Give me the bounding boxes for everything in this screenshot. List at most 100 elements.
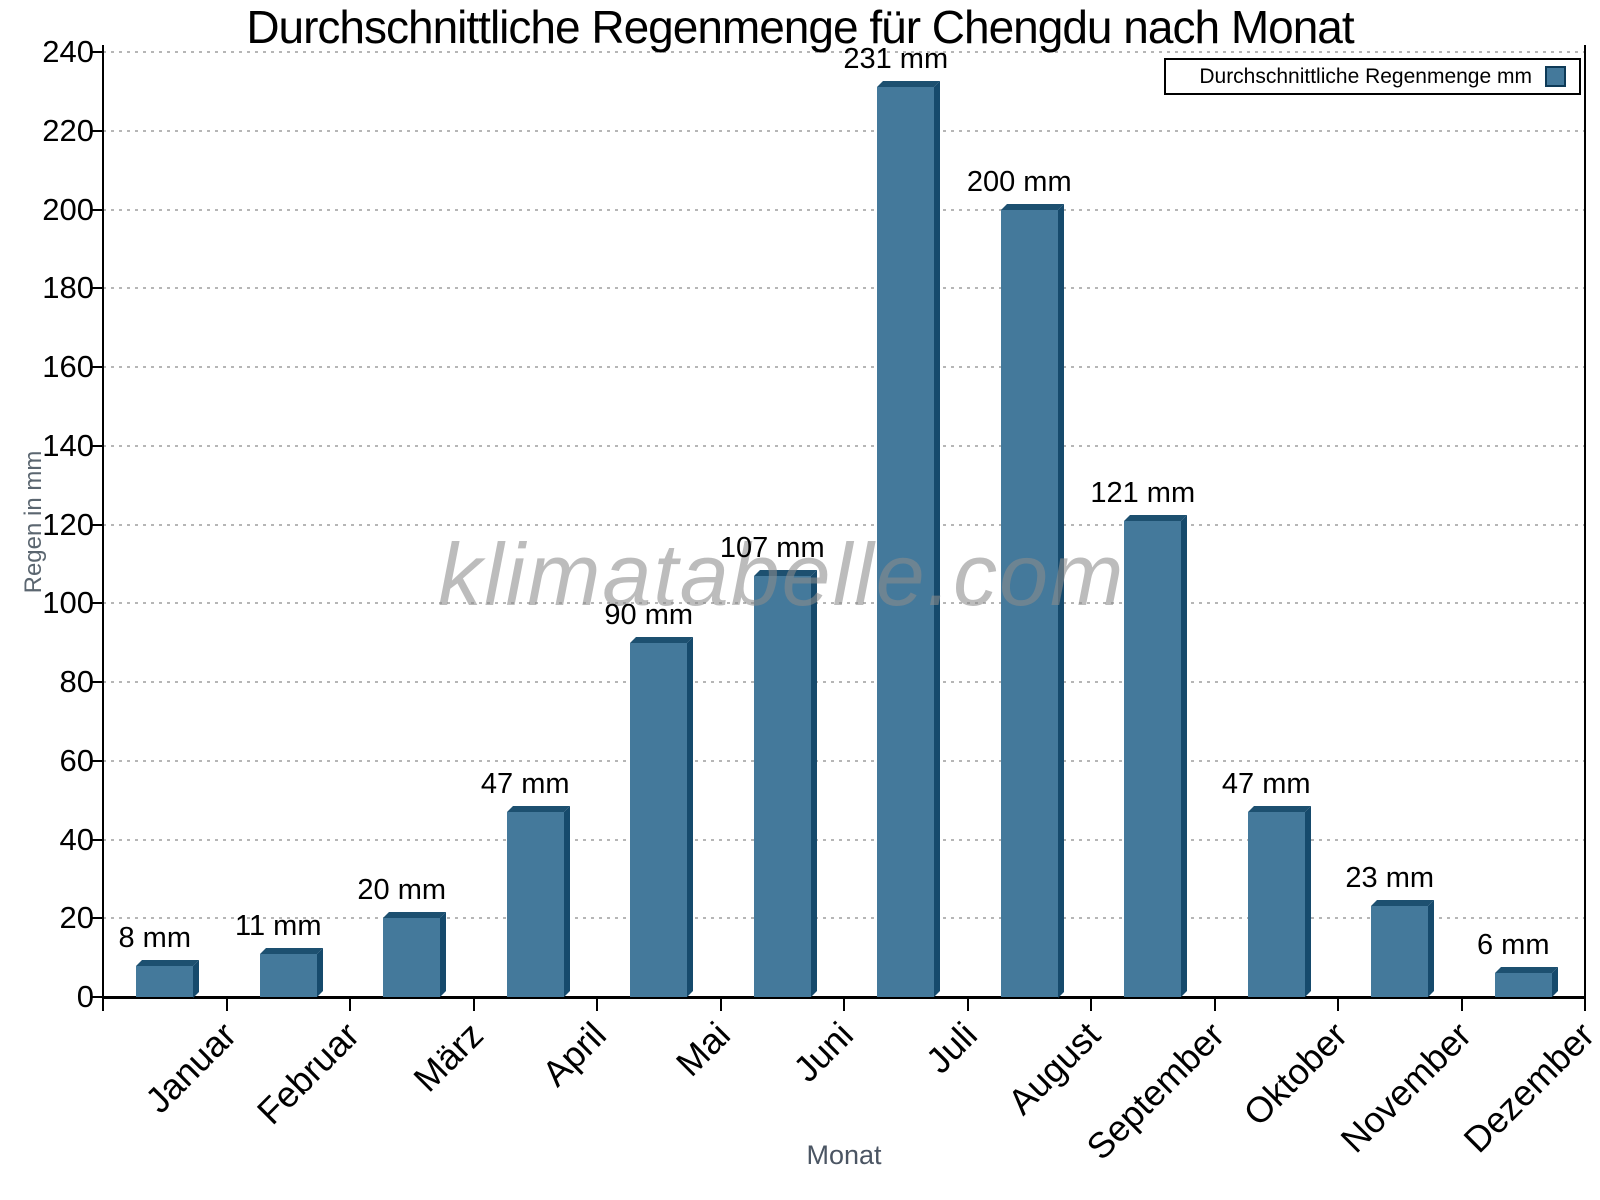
value-label-mai: 90 mm	[604, 598, 694, 631]
grid-line	[103, 444, 1585, 447]
grid-line	[103, 917, 1585, 920]
x-tick	[719, 999, 722, 1011]
y-tick	[91, 51, 103, 53]
y-tick-label: 60	[59, 742, 94, 778]
x-tick	[1460, 999, 1463, 1011]
right-border-line	[1584, 45, 1586, 1000]
bar-juni	[753, 575, 811, 997]
value-label-juni: 107 mm	[719, 531, 825, 564]
bar-top-dezember	[1494, 967, 1558, 974]
bar-dezember	[1494, 973, 1552, 997]
x-tick	[843, 999, 845, 1011]
grid-line	[103, 602, 1585, 605]
bar-top-november	[1371, 900, 1435, 907]
y-tick	[91, 917, 103, 920]
bar-top-juli	[877, 81, 941, 88]
value-label-august: 200 mm	[966, 165, 1072, 198]
x-tick	[225, 999, 228, 1011]
y-tick-label: 120	[42, 506, 94, 542]
y-tick	[91, 602, 103, 605]
legend-label: Durchschnittliche Regenmenge mm	[1199, 64, 1532, 88]
value-label-februar: 11 mm	[235, 909, 322, 942]
bar-märz	[383, 918, 441, 997]
value-label-dezember: 6 mm	[1477, 929, 1550, 962]
grid-line	[103, 681, 1585, 683]
x-tick	[1584, 999, 1586, 1011]
bar-top-januar	[136, 959, 200, 966]
bar-top-februar	[259, 947, 323, 954]
value-label-januar: 8 mm	[118, 921, 192, 954]
bar-april	[506, 811, 564, 997]
bar-top-mai	[630, 636, 694, 643]
bar-februar	[259, 953, 317, 997]
grid-line	[103, 523, 1585, 526]
x-tick	[966, 999, 969, 1011]
y-tick-label: 40	[59, 821, 94, 857]
value-label-juli: 231 mm	[843, 43, 949, 76]
bar-side-oktober	[1304, 805, 1311, 997]
y-tick-label: 240	[42, 34, 94, 69]
bar-side-mai	[687, 636, 694, 997]
bar-august	[1000, 209, 1058, 997]
grid-line	[103, 129, 1585, 132]
y-tick	[91, 681, 103, 683]
value-label-september: 121 mm	[1090, 476, 1196, 509]
y-tick-label: 0	[76, 979, 94, 1014]
x-tick	[1337, 999, 1339, 1011]
y-tick	[91, 996, 103, 998]
watermark: klimatabelle.com	[438, 525, 1126, 624]
grid-line	[103, 51, 1585, 53]
x-tick	[349, 999, 351, 1011]
y-tick	[91, 444, 103, 447]
bar-top-oktober	[1247, 805, 1311, 812]
bar-side-april	[563, 805, 570, 997]
y-tick	[91, 208, 103, 211]
bar-top-august	[1000, 203, 1064, 210]
legend: Durchschnittliche Regenmenge mm	[1164, 58, 1581, 95]
y-tick	[91, 523, 103, 526]
bar-side-september	[1181, 514, 1188, 997]
y-tick	[91, 838, 103, 841]
y-tick	[91, 366, 103, 368]
y-tick-label: 100	[42, 585, 94, 621]
bar-side-juni	[810, 569, 817, 997]
bar-side-märz	[440, 912, 447, 997]
chart-title: Durchschnittliche Regenmenge für Chengdu…	[246, 1, 1354, 53]
bar-januar	[136, 965, 194, 997]
bar-oktober	[1247, 811, 1305, 997]
value-label-april: 47 mm	[480, 767, 570, 800]
grid-line	[103, 287, 1585, 290]
grid-line	[103, 759, 1585, 762]
bar-november	[1371, 906, 1429, 997]
x-axis-title: Monat	[806, 1140, 882, 1170]
legend-swatch	[1545, 66, 1566, 87]
y-tick-label: 160	[42, 349, 94, 384]
x-axis-line	[102, 996, 1586, 999]
y-tick-label: 220	[42, 112, 94, 148]
y-tick-label: 180	[42, 270, 94, 306]
bar-top-april	[506, 805, 570, 812]
value-label-oktober: 47 mm	[1221, 767, 1311, 800]
bar-september	[1124, 520, 1182, 997]
bar-top-märz	[383, 912, 447, 919]
bar-side-februar	[316, 947, 323, 997]
value-label-november: 23 mm	[1345, 862, 1435, 895]
x-tick	[472, 999, 475, 1011]
y-tick	[91, 759, 103, 762]
bar-side-januar	[193, 959, 200, 997]
y-tick-label: 20	[59, 900, 94, 936]
y-tick-label: 200	[42, 191, 94, 227]
x-tick	[1090, 999, 1092, 1011]
y-tick	[91, 287, 103, 290]
y-tick	[91, 129, 103, 132]
x-tick	[596, 999, 598, 1011]
grid-line	[103, 366, 1585, 368]
grid-line	[103, 208, 1585, 211]
bar-side-dezember	[1551, 967, 1558, 997]
x-tick	[102, 999, 104, 1011]
bar-top-september	[1124, 514, 1188, 521]
y-axis-title: Regen in mm	[20, 450, 47, 594]
bar-juli	[877, 87, 935, 997]
y-tick-label: 140	[42, 427, 94, 463]
